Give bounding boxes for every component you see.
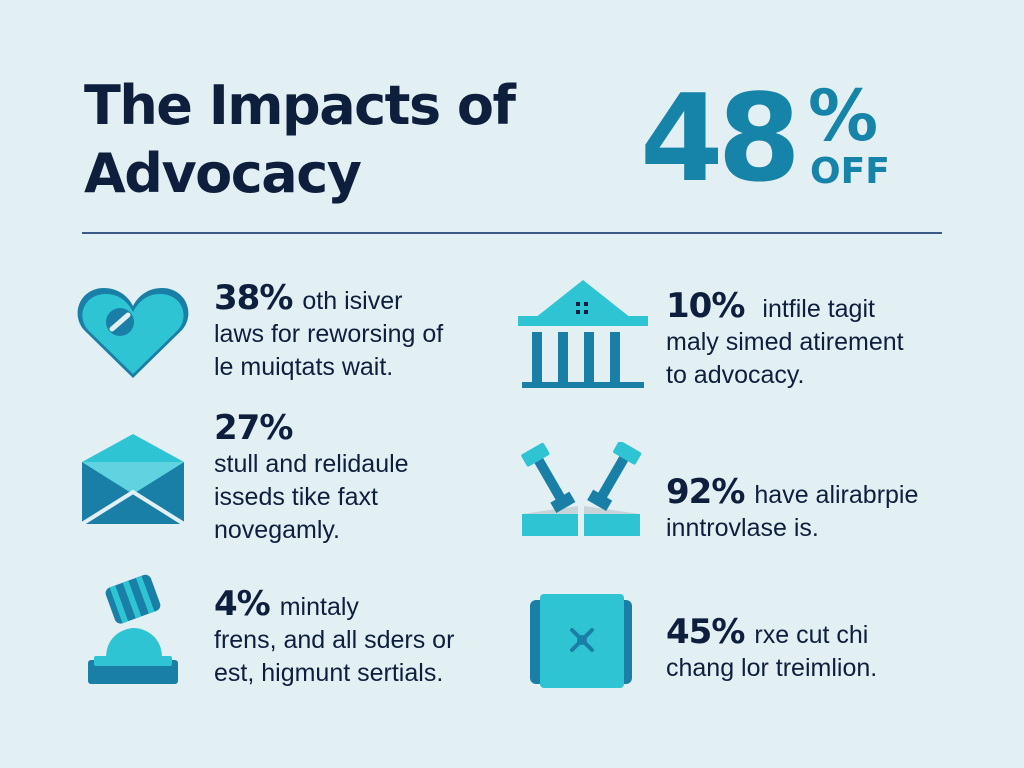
stat-3: 4% mintaly frens, and all sders or est, h… (214, 587, 504, 690)
header-divider (82, 232, 942, 234)
stat-2-line-2: stull and relidaule (214, 450, 409, 478)
stat-3-line-2: frens, and all sders or (214, 626, 455, 654)
scales-icon (518, 442, 644, 540)
stat-1: 38% oth isiver laws for reworsing of le m… (214, 281, 504, 384)
stat-1-line-1: oth isiver (302, 287, 403, 315)
stat-6: 45% rxe cut chi chang lor treimlion. (666, 615, 956, 685)
envelope-icon (80, 432, 186, 526)
stat-6-line-2: chang lor treimlion. (666, 654, 878, 682)
stat-6-line-1: rxe cut chi (754, 621, 869, 649)
stat-2: 27% stull and relidaule isseds tike faxt… (214, 411, 504, 547)
stat-5-line-1: have alirabrpie (754, 481, 919, 509)
stat-6-percent: 45% (666, 612, 745, 652)
stat-4-line-3: to advocacy. (666, 361, 805, 389)
heart-icon (76, 282, 190, 382)
stat-2-percent: 27% (214, 408, 293, 448)
stat-3-line-1: mintaly (279, 593, 359, 621)
stat-1-line-3: le muiqtats wait. (214, 353, 394, 381)
stat-1-percent: 38% (214, 278, 293, 318)
stat-4-line-2: maly simed atirement (666, 328, 904, 356)
gavel-icon (86, 572, 182, 688)
stat-4-percent: 10% (666, 286, 745, 326)
hero-percent: % (808, 75, 879, 157)
stat-4: 10% intfile tagit maly simed atirement to… (666, 289, 956, 392)
hero-number: 48 (640, 70, 801, 209)
title-line-1: The Impacts of (84, 74, 516, 137)
stat-1-line-2: laws for reworsing of (214, 320, 444, 348)
title-line-2: Advocacy (84, 142, 362, 205)
stat-5-percent: 92% (666, 472, 745, 512)
stat-3-percent: 4% (214, 584, 271, 624)
page-title: The Impacts of Advocacy (84, 72, 544, 208)
stat-5-line-2: inntrovlase is. (666, 514, 819, 542)
hero-suffix: OFF (810, 151, 890, 192)
building-icon (518, 278, 648, 390)
stat-3-line-3: est, higmunt sertials. (214, 659, 444, 687)
hero-stat: 48 % OFF (640, 70, 920, 210)
stat-5: 92% have alirabrpie inntrovlase is. (666, 475, 956, 545)
stat-4-line-1: intfile tagit (762, 295, 875, 323)
stat-2-line-3: isseds tike faxt (214, 483, 378, 511)
stat-2-line-4: novegamly. (214, 516, 340, 544)
box-icon (530, 594, 632, 688)
